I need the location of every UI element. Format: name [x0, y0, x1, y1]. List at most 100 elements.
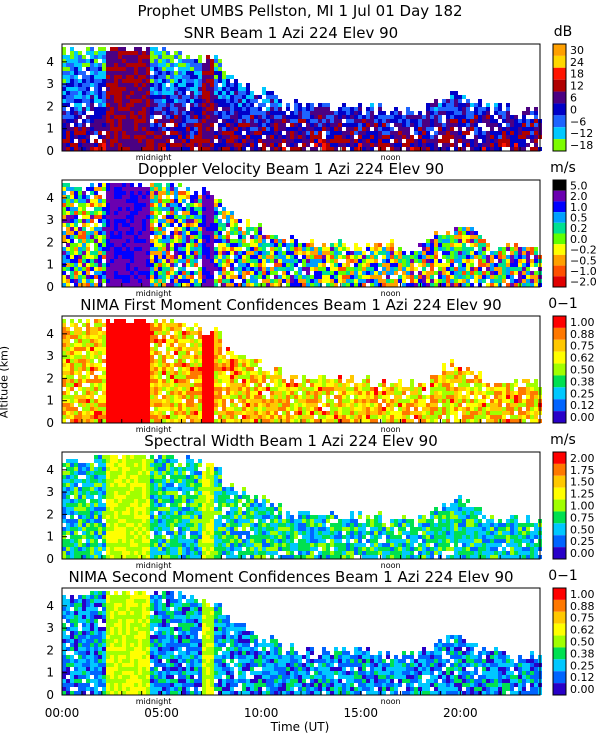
colorbar-unit: m/s — [550, 432, 576, 448]
y-tick-label: 0 — [46, 552, 54, 566]
colorbar-label: 0.38 — [570, 375, 595, 388]
colorbar-swatch — [553, 276, 566, 287]
colorbar-label: 1.50 — [570, 476, 595, 489]
colorbar-swatch — [553, 463, 566, 476]
colorbar-swatch — [553, 375, 566, 388]
colorbar-swatch — [553, 327, 566, 340]
colorbar-swatch — [553, 351, 566, 364]
y-tick-label: 1 — [46, 258, 54, 272]
colorbar-swatch — [553, 91, 566, 104]
colorbar-swatch — [553, 499, 566, 512]
colorbar-label: 0.00 — [570, 547, 595, 560]
colorbar-swatch — [553, 180, 566, 191]
y-tick-label: 2 — [46, 643, 54, 657]
colorbar-label: 0.25 — [570, 659, 595, 672]
heatmap-field — [62, 183, 542, 287]
y-tick-label: 2 — [46, 507, 54, 521]
colorbar-swatch — [553, 599, 566, 612]
y-tick-label: 3 — [46, 485, 54, 499]
colorbar-swatch — [553, 623, 566, 636]
colorbar-swatch — [553, 222, 566, 234]
colorbar-label: 0.88 — [570, 328, 595, 341]
heatmap-field — [62, 591, 542, 695]
colorbar-swatch — [553, 115, 566, 128]
midnight-label: midnight — [136, 289, 172, 298]
colorbar-label: 1.0 — [570, 201, 588, 214]
colorbar-label: 6 — [570, 92, 577, 105]
colorbar-frame — [552, 179, 567, 288]
colorbar-swatch — [553, 535, 566, 548]
colorbar-label: −0.2 — [570, 244, 597, 257]
colorbar-swatch — [553, 387, 566, 400]
colorbar-frame — [552, 43, 567, 152]
colorbar-label: 0.50 — [570, 523, 595, 536]
panel-title: NIMA Second Moment Confidences Beam 1 Az… — [68, 568, 513, 586]
colorbar-swatch — [553, 399, 566, 412]
colorbar-swatch — [553, 79, 566, 92]
y-tick-label: 2 — [46, 99, 54, 113]
colorbar-swatch — [553, 635, 566, 648]
colorbar-swatch — [553, 244, 566, 255]
colorbar-label: −2.0 — [570, 276, 597, 289]
colorbar-label: 0.88 — [570, 600, 595, 613]
colorbar-swatch — [553, 55, 566, 68]
colorbar-label: 0.12 — [570, 399, 595, 412]
colorbar-swatch — [553, 339, 566, 352]
colorbar-swatch — [553, 523, 566, 536]
colorbar-swatch — [553, 411, 566, 423]
x-axis-label: Time (UT) — [270, 720, 330, 734]
x-tick-label: 15:00 — [343, 706, 378, 720]
colorbar-label: 0.00 — [570, 683, 595, 696]
colorbar-label: 0.00 — [570, 411, 595, 424]
colorbar-label: 0.25 — [570, 387, 595, 400]
y-tick-label: 1 — [46, 530, 54, 544]
y-tick-label: 0 — [46, 688, 54, 702]
colorbar-swatch — [553, 44, 566, 56]
panel-title: Spectral Width Beam 1 Azi 224 Elev 90 — [144, 432, 438, 450]
colorbar-label: 0.50 — [570, 364, 595, 377]
colorbar-label: 1.75 — [570, 464, 595, 477]
colorbar-swatch — [553, 265, 566, 277]
y-tick-label: 3 — [46, 621, 54, 635]
panel-title: NIMA First Moment Confidences Beam 1 Azi… — [80, 296, 501, 314]
y-tick-label: 4 — [46, 55, 54, 69]
heatmap-field — [62, 47, 542, 151]
heatmap-field — [62, 319, 542, 423]
colorbar-label: −0.5 — [570, 254, 597, 267]
colorbar-label: 0.75 — [570, 511, 595, 524]
noon-label: noon — [381, 697, 401, 706]
y-tick-label: 0 — [46, 416, 54, 430]
colorbar-label: −1.0 — [570, 265, 597, 278]
colorbar-unit: dB — [554, 24, 573, 40]
colorbar-label: 30 — [570, 44, 584, 57]
noon-label: noon — [381, 425, 401, 434]
colorbar-swatch — [553, 254, 566, 266]
colorbar-swatch — [553, 452, 566, 464]
y-tick-label: 3 — [46, 213, 54, 227]
colorbar-swatch — [553, 67, 566, 80]
midnight-label: midnight — [136, 425, 172, 434]
panel-title: Doppler Velocity Beam 1 Azi 224 Elev 90 — [138, 160, 444, 178]
y-tick-label: 1 — [46, 666, 54, 680]
y-tick-label: 4 — [46, 191, 54, 205]
y-tick-label: 4 — [46, 463, 54, 477]
colorbar-label: 1.00 — [570, 500, 595, 513]
heatmap-field — [62, 455, 542, 559]
colorbar-swatch — [553, 363, 566, 376]
colorbar-label: −18 — [570, 139, 593, 152]
y-tick-label: 3 — [46, 349, 54, 363]
colorbar-label: −6 — [570, 115, 586, 128]
colorbar-swatch — [553, 127, 566, 140]
colorbar-label: 24 — [570, 56, 584, 69]
colorbar-swatch — [553, 139, 566, 151]
y-tick-label: 0 — [46, 280, 54, 294]
colorbar-swatch — [553, 316, 566, 328]
colorbar-label: 0 — [570, 103, 577, 116]
midnight-label: midnight — [136, 697, 172, 706]
colorbar-swatch — [553, 212, 566, 223]
x-tick-label: 20:00 — [443, 706, 478, 720]
colorbar-label: 0.62 — [570, 352, 595, 365]
colorbar-swatch — [553, 671, 566, 684]
colorbar-label: 1.00 — [570, 588, 595, 601]
